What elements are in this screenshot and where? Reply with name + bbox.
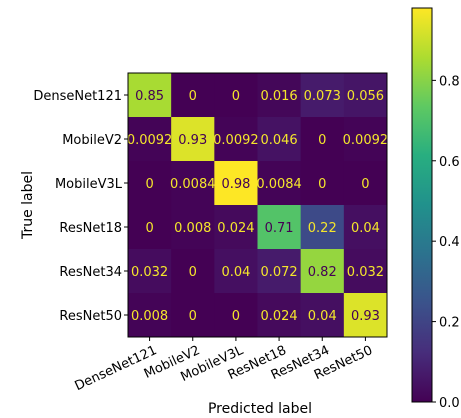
- heatmap-cell: [300, 73, 345, 118]
- cell-value-label: 0: [189, 89, 197, 104]
- y-tick-label: ResNet50: [59, 309, 122, 324]
- heatmap-cell: [214, 73, 258, 118]
- heatmap-cell: [300, 205, 345, 250]
- heatmap-cell: [343, 73, 388, 118]
- cell-value-label: 0: [232, 89, 240, 104]
- heatmap-cell: [343, 293, 388, 338]
- heatmap-cell: [171, 117, 215, 162]
- y-tick-label: DenseNet121: [33, 89, 122, 104]
- cell-value-label: 0: [145, 221, 153, 236]
- cell-value-label: 0: [318, 177, 326, 192]
- cell-value-label: 0.22: [308, 221, 337, 236]
- x-axis: DenseNet121MobileV2MobileV3LResNet18ResN…: [73, 337, 375, 394]
- plot-frame: [127, 72, 388, 338]
- heatmap-cell: [214, 117, 258, 162]
- heatmap-cell: [214, 205, 258, 250]
- heatmap-cell: [257, 205, 302, 250]
- cell-value-label: 0: [318, 133, 326, 148]
- cell-value-label: 0: [189, 309, 197, 324]
- heatmap-cell: [257, 161, 302, 206]
- heatmap-cell: [214, 249, 258, 294]
- cell-value-label: 0: [189, 265, 197, 280]
- cell-value-label: 0.0084: [256, 177, 302, 192]
- cell-value-label: 0.024: [260, 309, 297, 324]
- heatmap-cell: [300, 117, 345, 162]
- cell-value-label: 0.71: [265, 221, 294, 236]
- cell-value-label: 0: [145, 177, 153, 192]
- heatmap-cell: [171, 205, 215, 250]
- cell-value-label: 0.98: [221, 177, 250, 192]
- heatmap-cell: [214, 293, 258, 338]
- cell-value-label: 0.93: [351, 309, 380, 324]
- cell-value-label: 0.0092: [213, 133, 259, 148]
- colorbar-gradient: [411, 7, 433, 403]
- heatmap-cell: [257, 117, 302, 162]
- heatmap-cell: [343, 205, 388, 250]
- cell-value-label: 0.056: [347, 89, 384, 104]
- heatmap-cell: [257, 293, 302, 338]
- cell-value-label: 0.008: [174, 221, 211, 236]
- cell-value-label: 0.04: [221, 265, 250, 280]
- y-tick-label: MobileV3L: [55, 177, 123, 192]
- x-axis-label: Predicted label: [208, 401, 312, 417]
- cell-value-label: 0.008: [131, 309, 168, 324]
- cell-value-label: 0.0092: [343, 133, 389, 148]
- cell-value-label: 0.016: [260, 89, 297, 104]
- heatmap-cell: [300, 293, 345, 338]
- y-tick-label: ResNet34: [59, 265, 122, 280]
- colorbar-tick-label: 0.4: [439, 235, 460, 250]
- colorbar-tick-label: 0.8: [439, 74, 460, 89]
- heatmap-cell: [214, 161, 258, 206]
- y-axis: DenseNet121 MobileV2 MobileV3L ResNet18 ResN…: [33, 89, 128, 324]
- heatmap-cell: [128, 117, 172, 162]
- cell-value-label: 0.0092: [127, 133, 173, 148]
- colorbar: [411, 7, 433, 403]
- cell-value-label: 0.024: [217, 221, 254, 236]
- y-tick-label: ResNet18: [59, 221, 122, 236]
- cell-value-label: 0.073: [304, 89, 341, 104]
- colorbar-ticks: 0.0 0.2 0.4 0.6 0.8: [432, 74, 460, 411]
- heatmap-cell: [343, 249, 388, 294]
- colorbar-tick-label: 0.2: [439, 316, 460, 331]
- y-tick-label: MobileV2: [62, 133, 122, 148]
- cell-value-label: 0.032: [347, 265, 384, 280]
- heatmap-cell: [171, 73, 215, 118]
- heatmap-cell: [128, 249, 172, 294]
- cell-value-label: 0: [232, 309, 240, 324]
- cell-value-label: 0.04: [351, 221, 380, 236]
- cell-value-label: 0.0084: [170, 177, 216, 192]
- heatmap-cell: [128, 293, 172, 338]
- cell-value-label: 0.82: [308, 265, 337, 280]
- y-axis-label: True label: [20, 171, 36, 240]
- heatmap-cell: [257, 73, 302, 118]
- heatmap-cells: [128, 73, 388, 338]
- cell-value-label: 0.93: [178, 133, 207, 148]
- cell-value-label: 0.046: [260, 133, 297, 148]
- cell-value-label: 0: [361, 177, 369, 192]
- cell-value-label: 0.04: [308, 309, 337, 324]
- heatmap-cell: [343, 117, 388, 162]
- colorbar-tick-label: 0.0: [439, 396, 460, 411]
- heatmap-cell: [128, 205, 172, 250]
- cell-value-label: 0.072: [260, 265, 297, 280]
- heatmap-cell: [171, 161, 215, 206]
- cell-value-label: 0.85: [135, 89, 164, 104]
- cell-value-label: 0.032: [131, 265, 168, 280]
- heatmap-cell: [300, 161, 345, 206]
- heatmap-cell: [171, 293, 215, 338]
- heatmap-cell: [257, 249, 302, 294]
- heatmap-cell: [300, 249, 345, 294]
- colorbar-tick-label: 0.6: [439, 155, 460, 170]
- heatmap-cell: [171, 249, 215, 294]
- heatmap-cell: [343, 161, 388, 206]
- heatmap-cell: [128, 161, 172, 206]
- heatmap-cell: [128, 73, 172, 118]
